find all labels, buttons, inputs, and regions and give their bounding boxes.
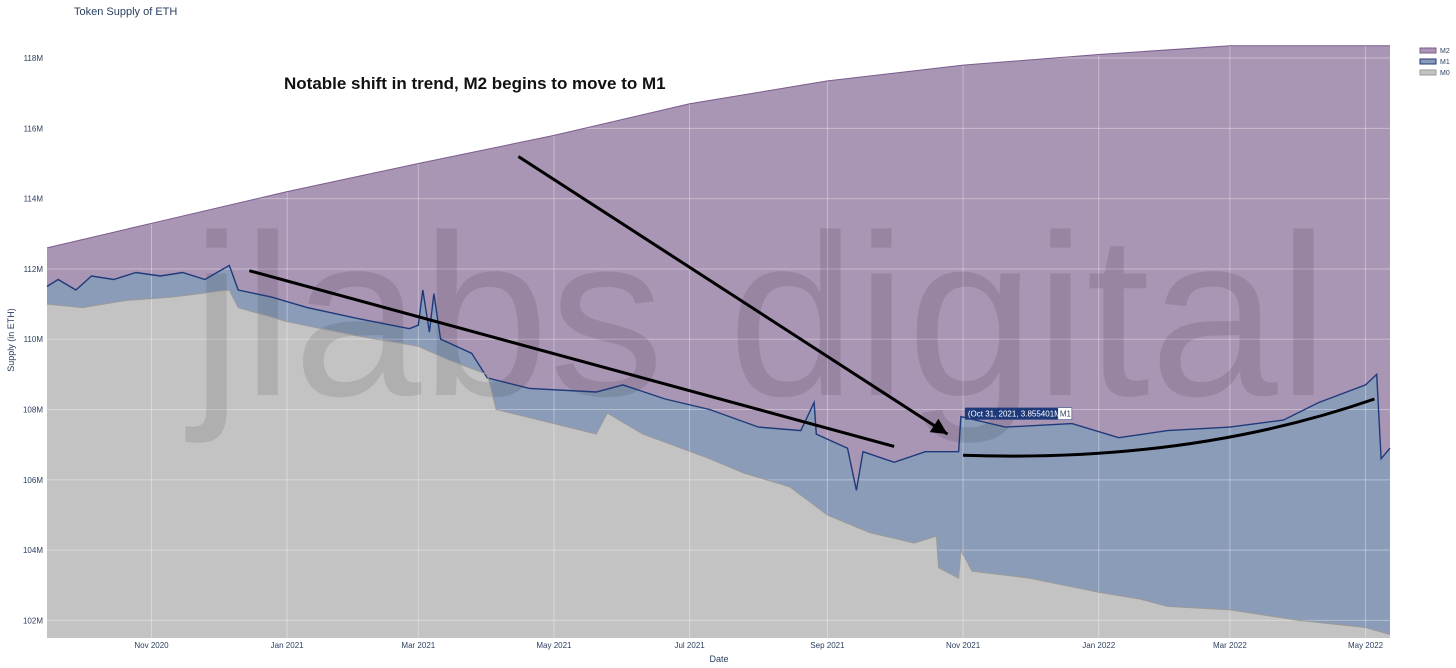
- legend-swatch-m0: [1419, 69, 1437, 76]
- y-tick-label: 110M: [24, 335, 44, 344]
- hover-tooltip: (Oct 31, 2021, 3.855401M)M1: [964, 407, 1073, 420]
- line-m2: [46, 45, 1390, 249]
- y-tick-label: 102M: [23, 616, 43, 625]
- grid-lines: [47, 44, 1390, 638]
- y-tick-label: 104M: [23, 546, 43, 555]
- hover-box: [964, 407, 1058, 420]
- legend-swatch-m2: [1419, 47, 1437, 54]
- annotation-arrow-head: [929, 418, 948, 435]
- trend-line-curve: [963, 397, 1375, 458]
- x-axis-title: Date: [709, 654, 728, 664]
- hover-value-text: (Oct 31, 2021, 3.855401M): [968, 410, 1064, 419]
- y-tick-label: 106M: [23, 476, 43, 485]
- y-tick-label: 116M: [24, 124, 44, 133]
- watermark-text: jlabs digital: [185, 187, 1329, 444]
- x-tick-label: Jan 2022: [1082, 641, 1115, 650]
- y-tick-label: 118M: [24, 54, 44, 63]
- chart-title: Token Supply of ETH: [74, 6, 177, 18]
- line-m0: [46, 289, 1391, 635]
- watermark-layer: jlabs digital: [185, 187, 1329, 444]
- hover-series-box: [1057, 407, 1073, 420]
- area-m0: [47, 290, 1390, 638]
- legend-swatch-m1: [1419, 58, 1437, 65]
- series-lines: [46, 45, 1391, 635]
- legend-label-m0[interactable]: M0: [1440, 70, 1450, 77]
- legend-label-m2[interactable]: M2: [1440, 48, 1450, 55]
- y-axis-title: Supply (in ETH): [6, 308, 16, 372]
- y-tick-label: 112M: [24, 265, 44, 274]
- x-tick-label: Sep 2021: [810, 641, 845, 650]
- x-tick-label: Mar 2022: [1213, 641, 1247, 650]
- axis-ticks: 102M 104M 106M 108M 110M 112M 114M 116M 118M Nov …: [23, 54, 1384, 650]
- series-areas: [47, 45, 1390, 639]
- trend-annotation-text: Notable shift in trend, M2 begins to mov…: [284, 74, 666, 93]
- hover-series-name: M1: [1060, 410, 1072, 419]
- trend-line-0: [248, 269, 895, 448]
- x-tick-label: Mar 2021: [401, 641, 435, 650]
- legend-label-m1[interactable]: M1: [1440, 59, 1450, 66]
- legend[interactable]: M2 M1 M0: [1419, 47, 1450, 77]
- line-m1: [46, 264, 1391, 491]
- x-tick-label: Nov 2021: [946, 641, 981, 650]
- x-tick-label: Jan 2021: [271, 641, 304, 650]
- y-tick-label: 108M: [23, 406, 43, 415]
- annotation-arrow-shaft: [517, 155, 949, 436]
- y-tick-label: 114M: [24, 195, 44, 204]
- x-tick-label: Jul 2021: [674, 641, 705, 650]
- annotation-layer: Notable shift in trend, M2 begins to mov…: [248, 74, 1375, 458]
- x-tick-label: May 2022: [1348, 641, 1384, 650]
- x-tick-label: Nov 2020: [134, 641, 169, 650]
- x-tick-label: May 2021: [536, 641, 572, 650]
